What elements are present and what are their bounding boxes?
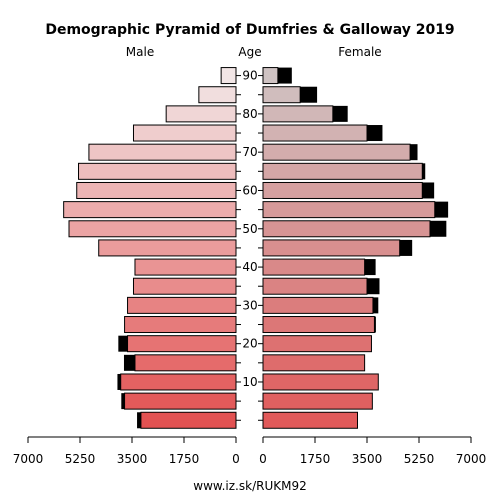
male-bar-90+ [220,67,237,85]
male-bar-10-14 [120,373,237,391]
male-bar-25-29 [124,316,237,334]
female-bar-10-14 [262,373,379,391]
x-tick-label-left: 3500 [117,452,148,466]
age-label-50: 50 [242,222,257,236]
female-bar-0-4 [262,411,358,429]
age-label-90: 90 [242,69,257,83]
male-excess-5-9 [121,393,125,410]
female-excess-70-74 [410,144,418,161]
male-bar-35-39 [132,277,237,295]
female-bar-85-89 [262,86,301,104]
female-excess-65-69 [422,163,426,180]
female-bar-70-74 [262,143,411,161]
female-bar-45-49 [262,239,401,257]
female-excess-90+ [277,67,292,84]
male-bar-5-9 [124,392,237,410]
female-bar-15-19 [262,354,366,372]
male-excess-15-19 [123,354,135,371]
female-excess-80-84 [332,105,348,122]
female-bar-50-54 [262,220,431,238]
female-bar-40-44 [262,258,366,276]
age-label-30: 30 [242,298,257,312]
age-label-40: 40 [242,260,257,274]
x-tick-label-right: 3500 [352,452,383,466]
bars-group [63,67,449,429]
chart-title: Demographic Pyramid of Dumfries & Gallow… [45,22,454,38]
female-bar-20-24 [262,335,372,353]
female-label: Female [338,45,381,59]
male-label: Male [126,45,154,59]
female-bar-35-39 [262,277,368,295]
x-tick-label-left: 1750 [169,452,200,466]
female-bar-80-84 [262,105,334,123]
female-bar-60-64 [262,181,423,199]
female-excess-30-34 [372,297,379,314]
male-bar-85-89 [198,86,237,104]
x-tick-label-right: 5250 [404,452,435,466]
age-label: Age [238,45,261,59]
x-tick-label-left: 0 [232,452,240,466]
male-excess-10-14 [117,373,121,390]
male-excess-20-24 [118,335,128,352]
age-label-60: 60 [242,183,257,197]
x-tick-label-left: 5250 [65,452,96,466]
male-bar-50-54 [68,220,237,238]
female-excess-35-39 [367,278,380,295]
female-excess-60-64 [422,182,435,199]
x-tick-label-right: 7000 [456,452,487,466]
female-excess-50-54 [429,220,447,237]
age-label-80: 80 [242,107,257,121]
x-tick-label-left: 7000 [13,452,44,466]
male-bar-55-59 [63,201,237,219]
male-bar-15-19 [134,354,237,372]
female-excess-25-29 [374,316,376,333]
male-bar-70-74 [88,143,237,161]
male-bar-65-69 [78,162,237,180]
male-bar-20-24 [127,335,237,353]
female-excess-85-89 [300,86,318,103]
male-bar-45-49 [98,239,237,257]
male-bar-60-64 [76,181,237,199]
axes-group: 90 80 70 60 50 40 30 20 10 7000 5250 3500 1750 0 0 1750… [13,69,487,466]
male-bar-0-4 [140,411,237,429]
female-bar-65-69 [262,162,423,180]
x-tick-label-right: 1750 [300,452,331,466]
female-excess-40-44 [364,259,376,276]
female-bar-75-79 [262,124,368,142]
female-bar-55-59 [262,201,436,219]
age-label-20: 20 [242,337,257,351]
female-bar-90+ [262,67,279,85]
age-label-10: 10 [242,375,257,389]
male-excess-0-4 [137,412,141,429]
female-bar-5-9 [262,392,373,410]
female-bar-25-29 [262,316,375,334]
male-bar-30-34 [127,296,237,314]
x-tick-label-right: 0 [259,452,267,466]
footer-url[interactable]: www.iz.sk/RUKM92 [193,479,306,493]
female-excess-55-59 [434,201,449,218]
age-label-70: 70 [242,145,257,159]
male-bar-80-84 [165,105,237,123]
female-bar-30-34 [262,296,374,314]
male-bar-75-79 [132,124,237,142]
female-excess-45-49 [399,239,413,256]
female-excess-75-79 [367,125,383,142]
male-bar-40-44 [134,258,237,276]
